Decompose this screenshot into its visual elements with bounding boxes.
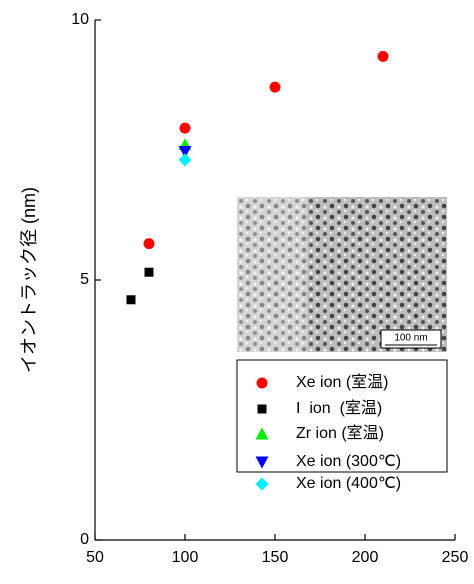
legend-label: Zr ion (室温) xyxy=(296,424,384,442)
inset-image: 100 nm xyxy=(237,197,447,352)
data-point xyxy=(143,238,155,250)
tem-image xyxy=(237,197,447,352)
legend-label: Xe ion (300℃) xyxy=(296,453,401,470)
x-tick-label: 100 xyxy=(172,549,199,566)
legend-marker xyxy=(257,404,267,414)
y-axis-label: イオントラック径 (nm) xyxy=(19,187,39,373)
x-tick-label: 200 xyxy=(352,549,379,566)
data-point xyxy=(126,295,136,305)
x-tick-label: 50 xyxy=(86,549,104,566)
x-tick-label: 150 xyxy=(262,549,289,566)
data-point xyxy=(144,267,154,277)
legend-marker xyxy=(256,377,268,389)
data-point xyxy=(269,81,281,93)
y-tick-label: 0 xyxy=(80,531,89,548)
data-point xyxy=(178,153,192,167)
legend-marker xyxy=(255,427,269,440)
data-point xyxy=(178,146,192,159)
scale-bar-label: 100 nm xyxy=(394,333,427,344)
data-point xyxy=(179,122,191,134)
y-tick-label: 5 xyxy=(80,271,89,288)
image-highlight xyxy=(237,197,307,352)
legend-label: Xe ion (400℃) xyxy=(296,475,401,492)
data-point xyxy=(377,50,389,62)
legend-label: I ion (室温) xyxy=(296,399,382,417)
legend-marker xyxy=(255,456,269,469)
x-tick-label: 250 xyxy=(442,549,469,566)
scale-bar-box xyxy=(380,329,442,349)
y-tick-label: 10 xyxy=(71,11,89,28)
legend-label: Xe ion (室温) xyxy=(296,373,388,391)
legend-box xyxy=(236,359,448,473)
legend-marker xyxy=(255,477,269,491)
